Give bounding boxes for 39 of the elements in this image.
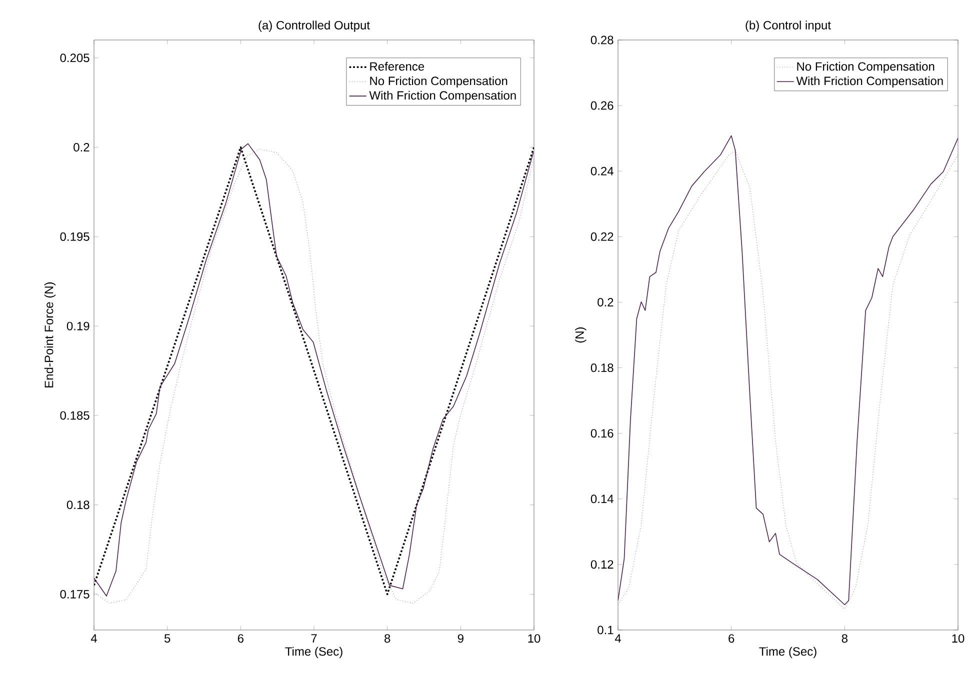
x-tick-label: 4 (90, 634, 97, 642)
x-tick-label: 8 (842, 634, 848, 643)
legend-label: With Friction Compensation (796, 76, 943, 88)
y-axis-title: (N) (575, 327, 586, 343)
x-tick-label: 8 (384, 634, 390, 643)
x-tick-label: 6 (238, 634, 244, 643)
x-axis-title: Time (Sec) (285, 646, 342, 658)
y-tick-label: 0.16 (590, 429, 614, 438)
chart-title: (a) Controlled Output (258, 20, 370, 32)
x-tick-label: 7 (311, 634, 317, 642)
x-tick-label: 9 (458, 634, 464, 643)
x-tick-label: 10 (528, 634, 540, 643)
x-tick-label: 5 (164, 634, 170, 643)
y-axis-title: End-Point Force (N) (44, 282, 56, 388)
y-tick-label: 0.24 (590, 166, 614, 176)
legend-label: Reference (370, 62, 424, 71)
x-tick-label: 10 (952, 634, 964, 643)
y-tick-label: 0.12 (590, 560, 614, 569)
y-tick-label: 0.19 (66, 322, 90, 330)
y-tick-label: 0.2 (598, 298, 614, 306)
y-tick-label: 0.205 (60, 54, 90, 62)
y-tick-label: 0.2 (74, 143, 90, 152)
y-tick-label: 0.1 (598, 626, 614, 634)
y-tick-label: 0.14 (590, 494, 614, 504)
y-tick-label: 0.18 (590, 364, 614, 372)
y-tick-label: 0.18 (66, 500, 90, 510)
x-axis-title: Time (Sec) (759, 646, 816, 658)
y-tick-label: 0.26 (590, 101, 614, 110)
y-tick-label: 0.175 (60, 590, 90, 598)
y-tick-label: 0.28 (590, 36, 614, 44)
legend-label: No Friction Compensation (370, 76, 508, 88)
x-tick-label: 6 (728, 634, 734, 643)
y-tick-label: 0.22 (590, 232, 614, 241)
chart-title: (b) Control input (746, 20, 831, 32)
x-tick-label: 4 (614, 634, 621, 642)
y-tick-label: 0.185 (60, 411, 90, 420)
legend-label: No Friction Compensation (797, 62, 934, 74)
y-tick-label: 0.195 (60, 232, 90, 241)
legend-label: With Friction Compensation (369, 90, 516, 102)
